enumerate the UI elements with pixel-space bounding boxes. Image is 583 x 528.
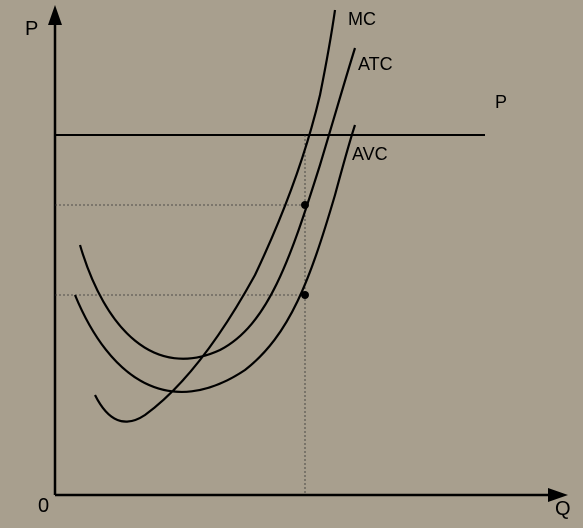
mc-label: MC (348, 9, 376, 29)
atc-label: ATC (358, 54, 393, 74)
origin-label: 0 (38, 495, 49, 517)
x-axis-label: Q (555, 498, 571, 520)
cost-curve-chart: P 0 Q MC ATC P AVC (0, 0, 583, 528)
chart-svg: P 0 Q MC ATC P AVC (0, 0, 583, 528)
y-axis-arrow (48, 5, 62, 25)
avc-label: AVC (352, 144, 388, 164)
p-line-label: P (495, 92, 507, 112)
atc-curve (80, 48, 355, 359)
avc-intersection-point (301, 291, 309, 299)
y-axis-label: P (25, 18, 38, 40)
atc-intersection-point (301, 201, 309, 209)
mc-curve (95, 10, 335, 422)
